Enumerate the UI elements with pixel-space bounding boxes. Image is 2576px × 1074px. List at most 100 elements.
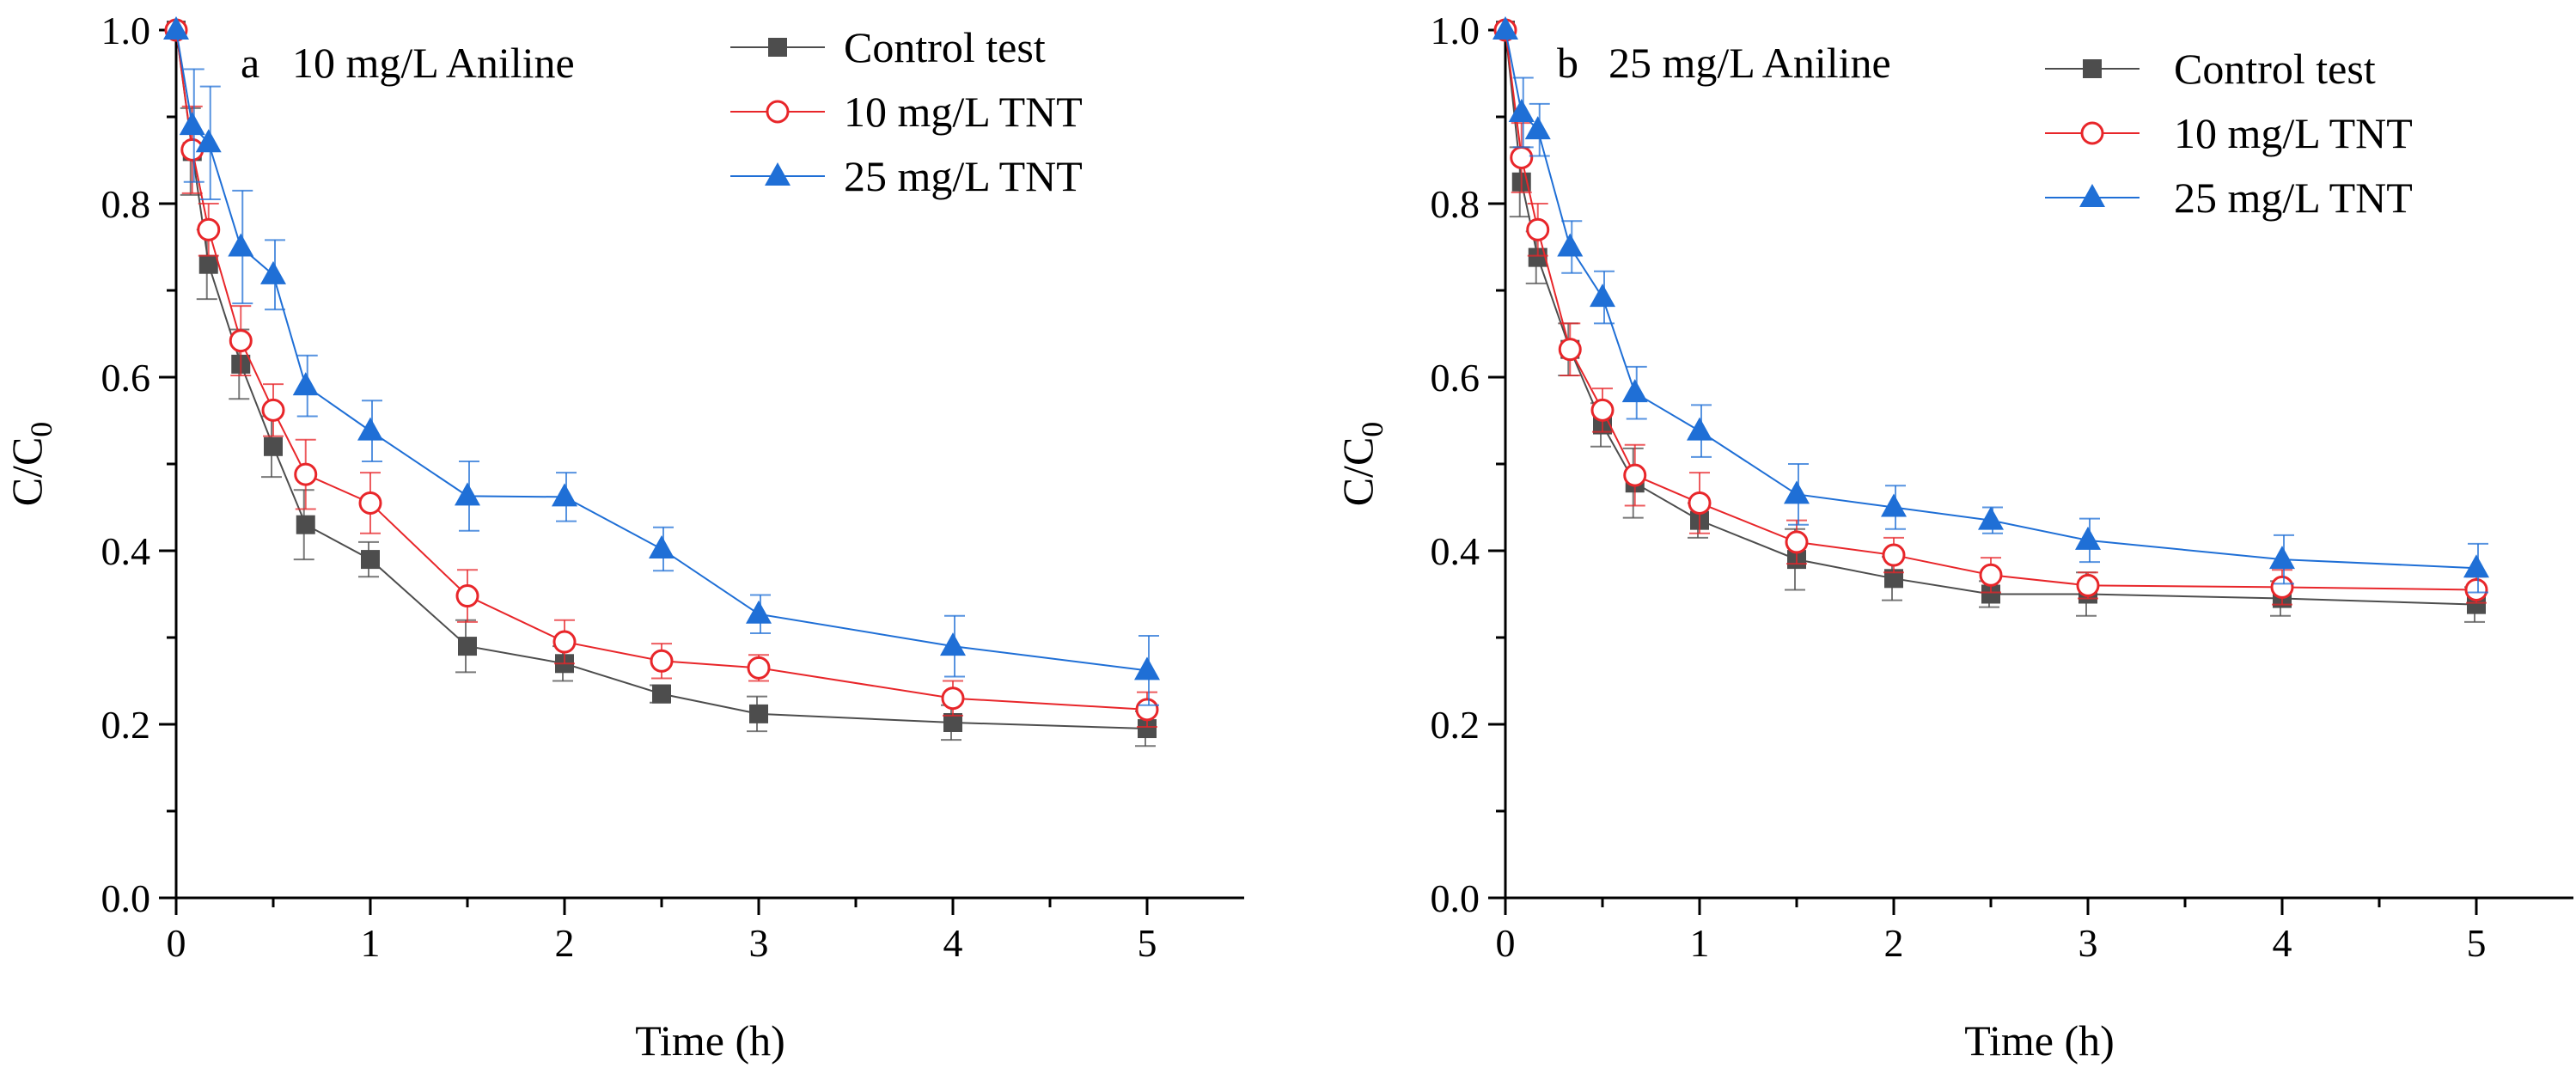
y-axis-title: C/C0: [3, 422, 58, 507]
data-point: [1881, 493, 1907, 517]
x-tick-label: 3: [2079, 921, 2098, 965]
y-tick-label: 0.2: [1431, 703, 1480, 747]
data-point: [1557, 233, 1584, 257]
y-axis-title-subscript: 0: [24, 422, 58, 437]
data-point: [2076, 573, 2100, 597]
data-point: [1526, 217, 1550, 241]
legend-marker: [765, 162, 791, 186]
y-tick-label: 1.0: [101, 9, 151, 52]
x-tick-label: 0: [1496, 921, 1516, 965]
data-point: [1524, 116, 1551, 140]
data-point: [1135, 698, 1159, 722]
x-tick-label: 1: [361, 921, 381, 965]
chart-title: 25 mg/L Aniline: [1608, 39, 1891, 87]
data-point: [1978, 506, 2004, 530]
data-point: [2270, 575, 2294, 599]
data-point: [1785, 530, 1809, 554]
y-tick-label: 0.6: [101, 356, 151, 400]
data-point: [649, 534, 675, 558]
series-1: [1493, 18, 2488, 606]
data-point: [1510, 145, 1534, 169]
data-point: [1590, 398, 1615, 422]
x-tick-label: 5: [2467, 921, 2487, 965]
y-axis-title: C/C0: [1334, 422, 1389, 507]
data-point: [1134, 656, 1160, 680]
x-axis-title: Time (h): [635, 1016, 785, 1065]
data-point: [358, 491, 382, 515]
y-axis-title-main: C/C: [1334, 437, 1382, 507]
y-axis-title-main: C/C: [3, 437, 51, 507]
x-tick-label: 0: [167, 921, 186, 965]
data-point: [1528, 247, 1547, 267]
x-tick-label: 1: [1690, 921, 1710, 965]
data-point: [260, 260, 286, 284]
data-point: [1884, 569, 1903, 589]
data-point: [261, 398, 285, 422]
data-point: [749, 704, 768, 723]
legend-item: 25 mg/L TNT: [730, 152, 1083, 200]
legend-item: 10 mg/L TNT: [730, 88, 1083, 136]
data-point: [1979, 563, 2003, 587]
data-point: [228, 233, 254, 257]
legend-label: Control test: [844, 23, 1046, 71]
data-point: [1138, 719, 1157, 739]
data-point: [296, 515, 315, 534]
series-2: [1492, 16, 2489, 594]
data-point: [2464, 577, 2488, 601]
data-point: [2463, 554, 2489, 578]
data-point: [650, 649, 674, 673]
data-point: [357, 417, 383, 441]
legend-marker: [2080, 121, 2104, 145]
data-point: [294, 462, 318, 486]
data-point: [229, 329, 253, 353]
legend-marker: [2083, 59, 2102, 78]
y-tick-label: 0.8: [101, 182, 151, 226]
data-point: [1558, 338, 1582, 362]
y-tick-label: 0.4: [101, 529, 151, 573]
data-point: [264, 436, 283, 456]
legend-label: Control test: [2174, 45, 2376, 93]
data-point: [941, 687, 965, 711]
data-point: [179, 112, 205, 136]
x-tick-label: 2: [555, 921, 575, 965]
data-point: [2269, 546, 2295, 570]
data-point: [458, 637, 477, 656]
legend-label: 25 mg/L TNT: [844, 152, 1083, 200]
data-point: [1508, 98, 1535, 122]
data-point: [1687, 417, 1712, 441]
y-axis-title-subscript: 0: [1355, 422, 1389, 437]
data-point: [552, 630, 577, 654]
data-point: [455, 482, 480, 506]
data-point: [943, 712, 962, 732]
y-tick-label: 0.2: [101, 703, 151, 747]
y-tick-label: 0.6: [1431, 356, 1480, 400]
panel-letter: b: [1557, 39, 1578, 87]
legend-item: 25 mg/L TNT: [2045, 174, 2413, 222]
legend-marker: [768, 38, 787, 57]
legend-marker: [766, 100, 790, 124]
data-point: [163, 16, 189, 40]
data-point: [195, 129, 222, 153]
data-point: [747, 656, 771, 680]
data-point: [198, 254, 218, 274]
data-point: [292, 372, 319, 396]
series-2: [163, 16, 1160, 706]
data-point: [652, 684, 671, 704]
data-point: [746, 600, 772, 624]
data-point: [1981, 584, 2000, 604]
data-point: [1623, 463, 1647, 487]
legend-label: 10 mg/L TNT: [2174, 109, 2413, 157]
legend-item: 10 mg/L TNT: [2045, 109, 2413, 157]
x-tick-label: 4: [2273, 921, 2292, 965]
data-point: [1621, 379, 1648, 403]
data-point: [1590, 284, 1615, 308]
y-tick-label: 1.0: [1431, 9, 1480, 52]
legend-item: Control test: [730, 23, 1046, 71]
data-point: [552, 483, 577, 507]
x-tick-label: 2: [1884, 921, 1904, 965]
legend-item: Control test: [2045, 45, 2376, 93]
legend-label: 10 mg/L TNT: [844, 88, 1083, 136]
